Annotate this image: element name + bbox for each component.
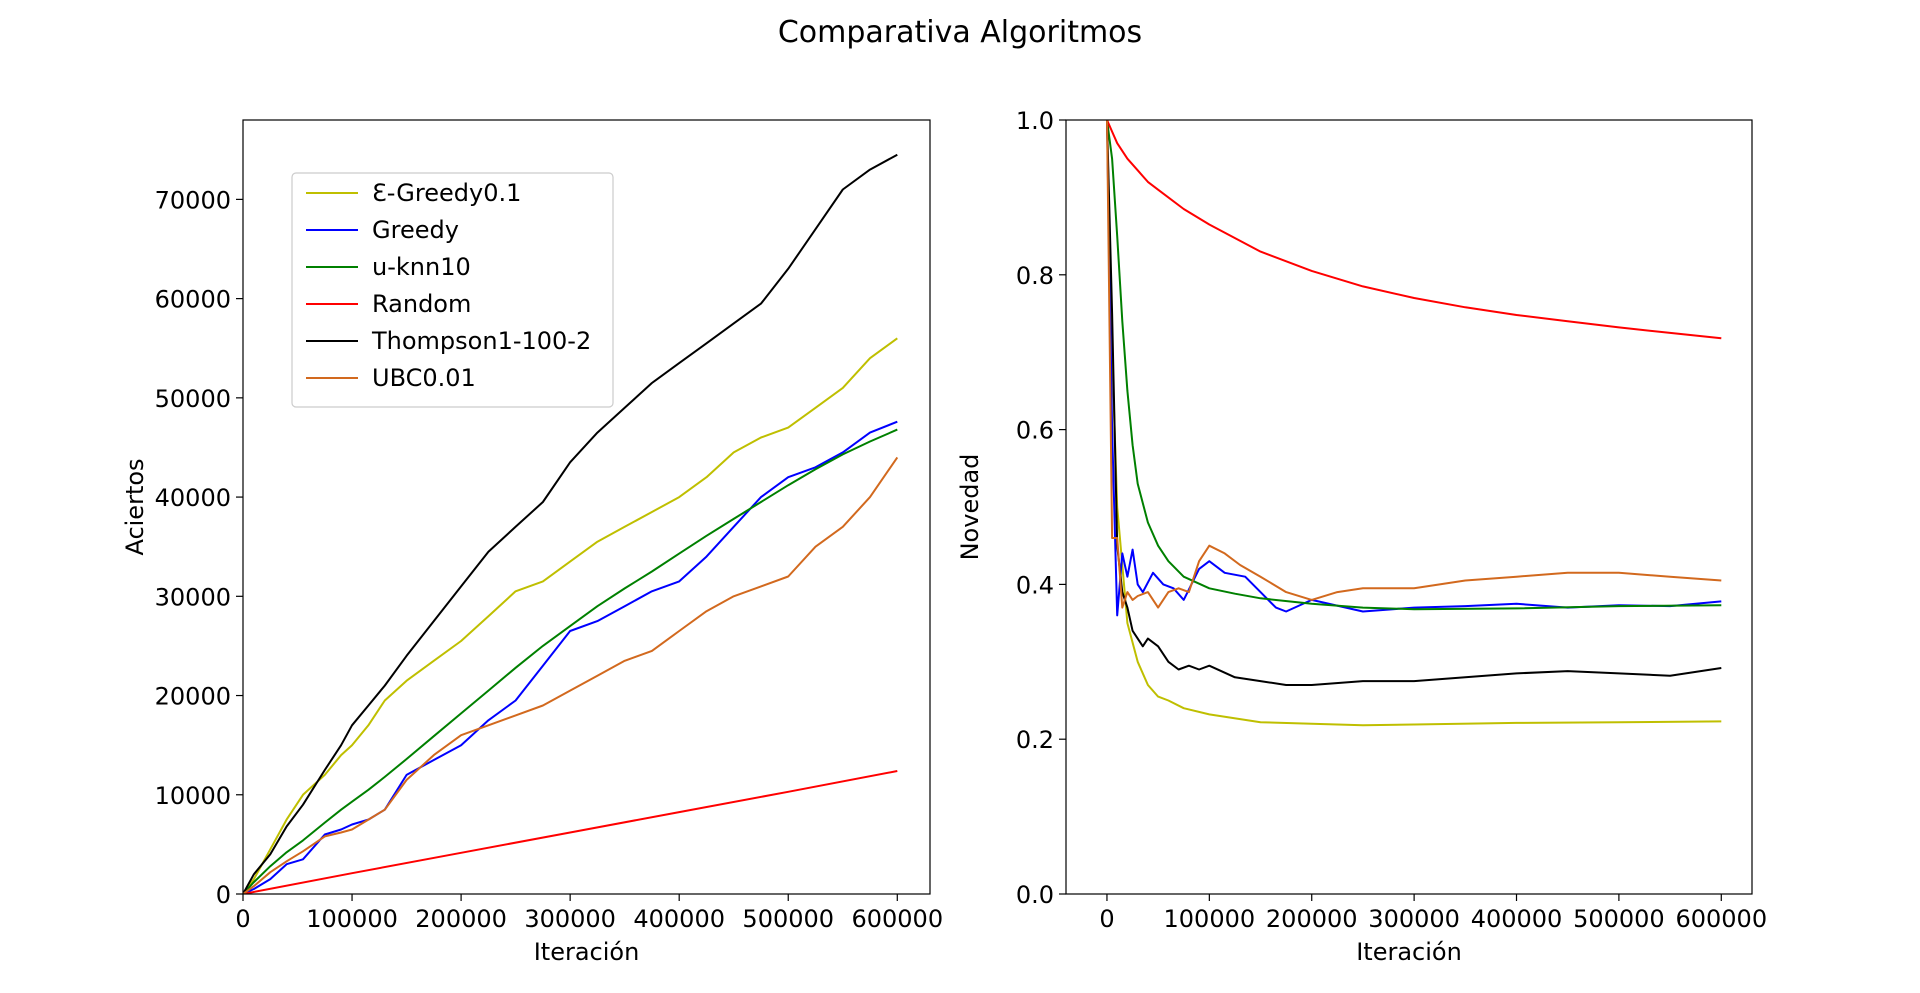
- legend-box: [291, 172, 614, 408]
- legend-item: u-knn10: [306, 253, 471, 281]
- y-tick-label: 40000: [155, 484, 231, 512]
- y-tick-label: 0.6: [1016, 417, 1054, 445]
- series-lines: [1106, 120, 1722, 727]
- plot-frame: [1065, 119, 1753, 895]
- x-axis-label: Iteración: [534, 938, 640, 966]
- x-tick-label: 100000: [1164, 905, 1256, 933]
- x-tick-label: 300000: [524, 905, 616, 933]
- series-lines: [243, 153, 899, 894]
- y-tick-label: 1.0: [1016, 107, 1054, 135]
- x-tick-label: 0: [235, 905, 250, 933]
- series-line-ubc0-01: [243, 456, 899, 894]
- y-tick-label: 30000: [155, 583, 231, 611]
- y-tick-label: 20000: [155, 683, 231, 711]
- legend-label: u-knn10: [372, 253, 471, 281]
- series-line-random: [1106, 120, 1722, 340]
- y-tick-label: 70000: [155, 186, 231, 214]
- legend-item: Thompson1-100-2: [306, 327, 591, 355]
- series-line-ubc0-01: [1106, 120, 1722, 609]
- legend-item: Ɛ-Greedy0.1: [306, 179, 521, 207]
- x-tick-label: 200000: [1266, 905, 1358, 933]
- legend: Ɛ-Greedy0.1 Greedy u-knn10 Random Thompson1-…: [291, 172, 614, 408]
- series-line-thompson1-100-2: [1106, 120, 1722, 686]
- legend-item: UBC0.01: [306, 364, 476, 392]
- series-line-greedy: [243, 420, 898, 894]
- x-tick-label: 0: [1099, 905, 1114, 933]
- legend-label: UBC0.01: [372, 364, 476, 392]
- series-line-u-knn10: [1106, 120, 1722, 611]
- x-tick-label: 600000: [1675, 905, 1767, 933]
- series-line-greedy: [1106, 120, 1722, 617]
- y-axis-label: Novedad: [956, 454, 984, 561]
- chart-novedad: 0 100000 200000 300000 400000 500000 600000 0.0…: [956, 107, 1767, 966]
- series-line-random: [243, 770, 898, 894]
- legend-label: Greedy: [372, 216, 459, 244]
- y-tick-label: 0.8: [1016, 262, 1054, 290]
- y-tick-label: 10000: [155, 782, 231, 810]
- figure-title: Comparativa Algoritmos: [778, 15, 1142, 50]
- x-tick-label: 600000: [851, 905, 943, 933]
- y-tick-label: 0: [216, 881, 231, 909]
- x-axis-label: Iteración: [1356, 938, 1462, 966]
- legend-label: Ɛ-Greedy0.1: [372, 179, 521, 207]
- legend-label: Thompson1-100-2: [371, 327, 591, 355]
- x-tick-label: 400000: [1471, 905, 1563, 933]
- plot-frame: [242, 119, 931, 895]
- y-tick-label: 50000: [155, 385, 231, 413]
- legend-label: Random: [372, 290, 471, 318]
- x-tick-label: 400000: [633, 905, 725, 933]
- x-tick-label: 300000: [1368, 905, 1460, 933]
- y-tick-label: 0.0: [1016, 881, 1054, 909]
- x-tick-label: 200000: [415, 905, 507, 933]
- series-line--greedy0-1: [1106, 120, 1722, 727]
- y-axis-label: Aciertos: [121, 458, 149, 555]
- y-tick-label: 0.2: [1016, 726, 1054, 754]
- series-line-u-knn10: [243, 428, 898, 894]
- y-tick-label: 0.4: [1016, 571, 1054, 599]
- legend-item: Greedy: [306, 216, 459, 244]
- legend-item: Random: [306, 290, 471, 318]
- y-tick-label: 60000: [155, 286, 231, 314]
- x-tick-label: 500000: [1573, 905, 1665, 933]
- x-tick-label: 100000: [306, 905, 398, 933]
- chart-aciertos: 0 100000 200000 300000 400000 500000 600000 0 10…: [121, 119, 943, 966]
- x-tick-label: 500000: [742, 905, 834, 933]
- series-line-thompson1-100-2: [243, 153, 898, 894]
